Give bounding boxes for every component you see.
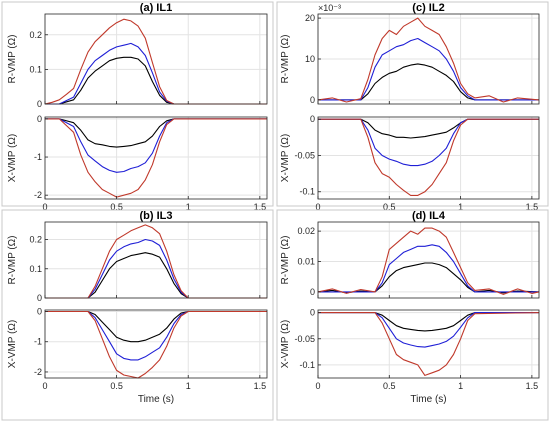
- series-line-1: [318, 118, 539, 167]
- y-tick-label: -2: [34, 190, 42, 200]
- series-line-0: [45, 118, 267, 148]
- axes-box: [317, 309, 540, 379]
- x-tick-label: 1.5: [254, 202, 267, 212]
- y-tick-label: 0.01: [297, 257, 315, 267]
- x-tick-label: 0.5: [110, 381, 123, 391]
- y-tick-label: 0.02: [297, 226, 315, 236]
- y-tick-label: 0: [37, 293, 42, 303]
- series-line-0: [318, 118, 539, 139]
- y-tick-label: 0.1: [29, 64, 42, 74]
- panel-0-plot-0: 0 0.1 0.2 R-VMP (Ω) (a) IL1: [7, 2, 268, 109]
- y-tick-label: -1: [34, 152, 42, 162]
- panel-1-plot-0: 0 10 20 R-VMP (Ω) ×10⁻³ (c) IL2: [280, 2, 540, 105]
- x-tick-label: 1: [458, 202, 463, 212]
- x-axis-label: Time (s): [410, 394, 446, 405]
- panel-title: (c) IL2: [412, 2, 444, 14]
- panel-title: (d) IL4: [412, 210, 446, 222]
- y-tick-label: 0.2: [29, 30, 42, 40]
- x-tick-label: 0: [315, 381, 320, 391]
- y-axis-label: R-VMP (Ω): [280, 35, 291, 84]
- panel-1-plot-1: 0 0.5 1 1.5 0 -0.05 -0.1 X-VMP (Ω): [280, 114, 540, 212]
- y-tick-label: 0.1: [29, 264, 42, 274]
- series-line-1: [318, 312, 539, 348]
- axes-box: [44, 116, 268, 200]
- axes-box: [317, 221, 540, 299]
- series-line-1: [318, 244, 539, 293]
- y-tick-label: 10: [305, 54, 315, 64]
- y-axis-label: R-VMP (Ω): [7, 35, 18, 84]
- x-tick-label: 0: [42, 202, 47, 212]
- panel-2-plot-0: 0 0.1 0.2 R-VMP (Ω) (b) IL3: [7, 210, 268, 303]
- series-line-0: [45, 310, 267, 343]
- y-tick-label: 20: [305, 13, 315, 23]
- panel-2-frame: [1, 209, 274, 421]
- y-tick-label: 0: [310, 95, 315, 105]
- panel-title: (b) IL3: [140, 210, 173, 222]
- series-line-0: [45, 252, 267, 299]
- y-tick-label: -1: [34, 337, 42, 347]
- y-axis-multiplier: ×10⁻³: [318, 3, 341, 13]
- series-line-1: [318, 37, 539, 101]
- series-line-1: [45, 118, 267, 173]
- series-line-2: [318, 312, 540, 376]
- y-axis-label: X-VMP (Ω): [7, 320, 18, 368]
- axes-box: [44, 13, 268, 105]
- y-tick-label: 0: [37, 114, 42, 124]
- y-tick-label: 0: [310, 114, 315, 124]
- x-tick-label: 0.5: [383, 381, 396, 391]
- axes-box: [44, 309, 268, 379]
- y-tick-label: 0: [37, 307, 42, 317]
- panel-3-plot-1: 0 0.5 1 1.5 0 -0.05 -0.1 X-VMP (Ω) Time (s): [280, 308, 540, 405]
- y-tick-label: -0.05: [294, 150, 315, 160]
- x-tick-label: 0.5: [383, 202, 396, 212]
- series-line-1: [45, 310, 267, 361]
- series-line-2: [45, 118, 267, 198]
- axes-box: [44, 221, 268, 299]
- x-tick-label: 1.5: [254, 381, 267, 391]
- panel-title: (a) IL1: [140, 2, 172, 14]
- x-tick-label: 0: [42, 381, 47, 391]
- x-tick-label: 1.5: [526, 202, 539, 212]
- x-tick-label: 1.5: [526, 381, 539, 391]
- y-tick-label: 0.2: [29, 235, 42, 245]
- panel-3-plot-0: 0 0.01 0.02 R-VMP (Ω) (d) IL4: [280, 210, 540, 299]
- x-axis-label: Time (s): [138, 394, 174, 405]
- series-line-0: [45, 56, 267, 105]
- y-tick-label: 0: [310, 308, 315, 318]
- series-line-1: [45, 238, 267, 299]
- y-axis-label: X-VMP (Ω): [280, 320, 291, 368]
- series-line-2: [318, 118, 539, 196]
- y-axis-label: X-VMP (Ω): [7, 134, 18, 182]
- y-axis-label: R-VMP (Ω): [7, 236, 18, 285]
- x-tick-label: 1: [186, 381, 191, 391]
- axes-box: [317, 116, 540, 200]
- panel-0-plot-1: 0 0.5 1 1.5 0 -1 -2 X-VMP (Ω): [7, 114, 268, 212]
- y-tick-label: -2: [34, 367, 42, 377]
- series-line-1: [45, 42, 267, 105]
- y-axis-label: X-VMP (Ω): [280, 134, 291, 182]
- y-tick-label: -0.1: [299, 187, 315, 197]
- x-tick-label: 0.5: [110, 202, 123, 212]
- y-tick-label: -0.1: [299, 360, 315, 370]
- series-line-2: [44, 18, 267, 105]
- series-line-2: [317, 17, 540, 103]
- x-tick-label: 1: [186, 202, 191, 212]
- y-tick-label: 0: [310, 287, 315, 297]
- x-tick-label: 0: [315, 202, 320, 212]
- series-line-2: [45, 224, 267, 299]
- y-tick-label: 0: [37, 99, 42, 109]
- panel-3-frame: [276, 209, 549, 421]
- y-axis-label: R-VMP (Ω): [280, 236, 291, 285]
- panel-2-plot-1: 0 0.5 1 1.5 0 -1 -2 X-VMP (Ω) Time (s): [7, 307, 268, 405]
- series-line-0: [318, 312, 539, 332]
- x-tick-label: 1: [458, 381, 463, 391]
- series-line-0: [318, 63, 539, 101]
- y-tick-label: -0.05: [294, 334, 315, 344]
- series-line-2: [317, 227, 540, 295]
